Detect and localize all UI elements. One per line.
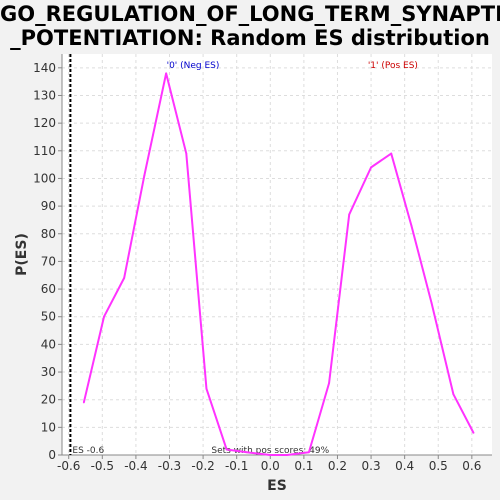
data-point [143,174,146,177]
x-tick-label: -0.2 [191,459,214,473]
data-point [185,152,188,155]
y-tick-label: 50 [41,310,56,324]
x-tick-label: -0.1 [225,459,248,473]
data-point [430,301,433,304]
y-tick-label: 90 [41,199,56,213]
neg-es-label: '0' (Neg ES) [167,61,220,71]
series-line [82,72,475,456]
x-tick-label: -0.4 [124,459,147,473]
data-point [348,213,351,216]
x-tick-label: 0.6 [462,459,481,473]
x-axis-label: ES [267,478,287,494]
pos-es-label: '1' (Pos ES) [368,61,418,71]
x-tick-label: 0.3 [362,459,381,473]
x-tick-label: 0.4 [395,459,414,473]
y-tick-label: 10 [41,420,56,434]
y-tick-label: 70 [41,254,56,268]
data-point [308,451,310,454]
chart-title-line-1: GO_REGULATION_OF_LONG_TERM_SYNAPTIC [0,2,500,26]
x-tick-label: -0.3 [158,459,181,473]
data-point [286,454,288,456]
data-point [245,451,248,454]
y-tick-label: 130 [33,88,56,102]
plot-area [62,54,492,455]
data-point [165,72,168,75]
y-axis-label: P(ES) [14,233,30,276]
y-tick-label: 0 [48,448,56,462]
x-tick-label: 0.1 [294,459,313,473]
data-point [370,166,372,169]
data-point [205,387,208,390]
y-tick-label: 140 [33,61,56,75]
chart-title-line-2: _POTENTIATION: Random ES distribution [10,26,490,50]
data-point [103,315,105,318]
y-tick-label: 20 [41,393,56,407]
x-tick-label: 0.2 [328,459,347,473]
chart-title: GO_REGULATION_OF_LONG_TERM_SYNAPTIC _POT… [0,2,500,50]
data-point [225,448,228,451]
y-tick-label: 110 [33,144,56,158]
data-point [82,401,85,404]
x-tick-label: -0.6 [57,459,80,473]
y-tick-label: 120 [33,116,56,130]
data-point [123,277,126,279]
y-tick-label: 100 [33,171,56,185]
x-tick-label: 0.5 [429,459,448,473]
data-point [328,382,330,384]
data-point [472,431,475,434]
y-tick-label: 30 [41,365,56,379]
x-tick-label: -0.5 [91,459,114,473]
y-tick-label: 60 [41,282,56,296]
x-tick-label: 0.0 [261,459,280,473]
data-point [452,393,455,396]
y-tick-label: 40 [41,337,56,351]
data-point [269,454,272,456]
data-point [410,224,413,227]
es-marker-label: ES -0.6 [72,446,104,456]
y-tick-label: 80 [41,227,56,241]
data-point [390,152,393,155]
sets-pos-scores-label: Sets with pos scores: 49% [211,446,329,456]
